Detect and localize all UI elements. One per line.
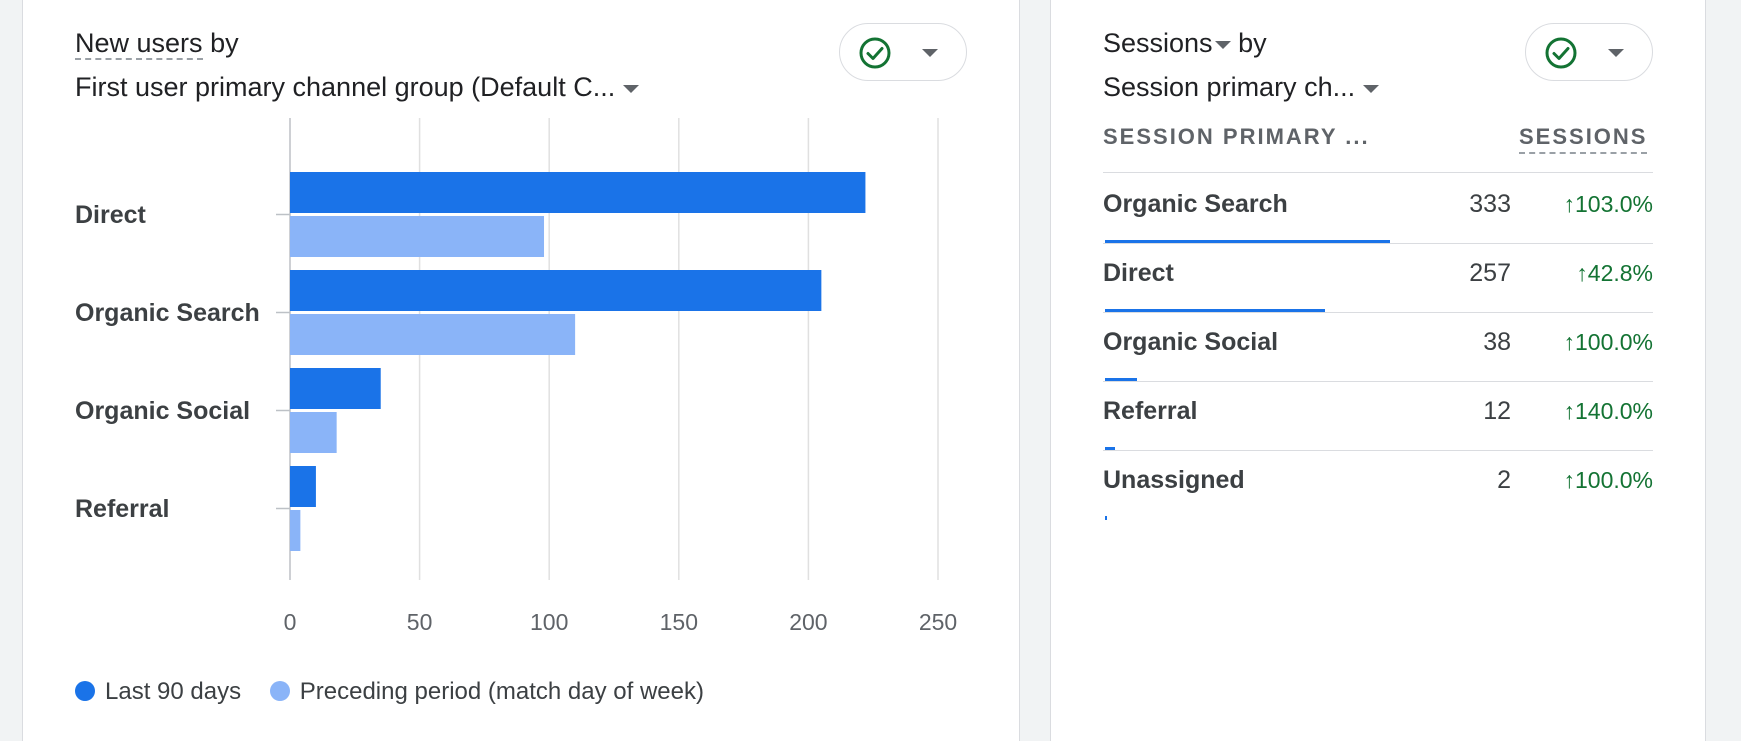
bar-chart: 0 50 100 150 200 250 Direct Organic Search Organ… bbox=[75, 118, 957, 635]
row-divider bbox=[1103, 450, 1653, 451]
table-divider bbox=[1103, 172, 1653, 173]
row-label: Referral bbox=[1103, 397, 1198, 425]
bar bbox=[290, 216, 545, 257]
legend-item-last-90-days: Last 90 days bbox=[75, 678, 248, 705]
title-by: by bbox=[210, 28, 239, 58]
bar bbox=[290, 172, 866, 213]
legend-label: Last 90 days bbox=[105, 678, 242, 705]
change-value: 140.0% bbox=[1574, 398, 1653, 424]
comparison-toggle-button[interactable] bbox=[1525, 23, 1653, 81]
legend-swatch bbox=[75, 681, 95, 701]
x-tick-label: 150 bbox=[660, 609, 698, 635]
row-change: ↑100.0% bbox=[1533, 467, 1653, 494]
bar bbox=[290, 510, 301, 551]
arrow-up-icon: ↑ bbox=[1563, 398, 1575, 424]
row-divider bbox=[1103, 381, 1653, 382]
comparison-toggle-button[interactable] bbox=[839, 23, 967, 81]
arrow-up-icon: ↑ bbox=[1563, 191, 1575, 217]
card-title: New users by bbox=[75, 26, 239, 60]
row-change: ↑140.0% bbox=[1533, 398, 1653, 425]
share-bar bbox=[1105, 516, 1107, 520]
row-divider bbox=[1103, 312, 1653, 313]
card-title: Sessions by bbox=[1103, 26, 1267, 60]
legend-item-preceding-period: Preceding period (match day of week) bbox=[269, 678, 704, 705]
column-header-dimension[interactable]: SESSION PRIMARY ... bbox=[1103, 124, 1370, 149]
bar bbox=[290, 466, 316, 507]
row-value: 38 bbox=[1483, 328, 1511, 356]
category-label: Organic Search bbox=[75, 299, 260, 327]
caret-down-icon bbox=[623, 84, 640, 93]
x-tick-label: 50 bbox=[407, 609, 433, 635]
title-by: by bbox=[1238, 28, 1267, 58]
row-label: Organic Social bbox=[1103, 328, 1279, 356]
legend-label: Preceding period (match day of week) bbox=[299, 678, 704, 705]
x-tick-label: 200 bbox=[789, 609, 827, 635]
share-bar bbox=[1105, 378, 1138, 382]
metric-selector[interactable]: New users bbox=[75, 28, 203, 60]
dimension-label: First user primary channel group (Defaul… bbox=[75, 72, 616, 102]
dimension-selector[interactable]: Session primary ch... bbox=[1103, 70, 1380, 104]
caret-down-icon bbox=[922, 49, 938, 57]
x-tick-label: 100 bbox=[530, 609, 568, 635]
caret-down-icon bbox=[1214, 40, 1231, 49]
bar bbox=[290, 368, 381, 409]
change-value: 100.0% bbox=[1574, 329, 1653, 355]
dimension-label: Session primary ch... bbox=[1103, 72, 1356, 102]
sessions-card: Sessions by Session primary ch... SESSIO… bbox=[1050, 0, 1706, 741]
legend-swatch bbox=[269, 681, 290, 701]
row-label: Organic Search bbox=[1103, 190, 1288, 218]
share-bar bbox=[1105, 447, 1116, 451]
row-value: 2 bbox=[1497, 466, 1511, 494]
row-divider bbox=[1103, 243, 1653, 244]
x-tick-label: 250 bbox=[919, 609, 957, 635]
dimension-selector[interactable]: First user primary channel group (Defaul… bbox=[75, 70, 640, 104]
category-label: Referral bbox=[75, 495, 170, 523]
x-tick-label: 0 bbox=[284, 609, 297, 635]
row-value: 257 bbox=[1469, 259, 1511, 287]
arrow-up-icon: ↑ bbox=[1576, 260, 1588, 286]
category-label: Direct bbox=[75, 201, 147, 229]
row-label: Unassigned bbox=[1103, 466, 1245, 494]
change-value: 42.8% bbox=[1587, 260, 1653, 286]
row-change: ↑100.0% bbox=[1533, 329, 1653, 356]
new-users-card: New users by First user primary channel … bbox=[22, 0, 1020, 741]
share-bar bbox=[1105, 240, 1390, 244]
metric-label: Sessions bbox=[1103, 28, 1213, 58]
arrow-up-icon: ↑ bbox=[1563, 467, 1575, 493]
bar bbox=[290, 314, 576, 355]
column-header-sessions[interactable]: SESSIONS bbox=[1519, 124, 1648, 154]
bar bbox=[290, 270, 822, 311]
row-value: 12 bbox=[1483, 397, 1511, 425]
caret-down-icon bbox=[1608, 49, 1624, 57]
arrow-up-icon: ↑ bbox=[1563, 329, 1575, 355]
row-change: ↑42.8% bbox=[1533, 260, 1653, 287]
change-value: 100.0% bbox=[1574, 467, 1653, 493]
metric-selector[interactable]: Sessions bbox=[1103, 28, 1231, 58]
row-label: Direct bbox=[1103, 259, 1174, 287]
row-value: 333 bbox=[1469, 190, 1511, 218]
check-circle-icon bbox=[1545, 37, 1577, 69]
chart-legend: Last 90 days Preceding period (match day… bbox=[75, 678, 726, 706]
change-value: 103.0% bbox=[1574, 191, 1653, 217]
bar bbox=[290, 412, 337, 453]
row-change: ↑103.0% bbox=[1533, 191, 1653, 218]
caret-down-icon bbox=[1363, 84, 1380, 93]
check-circle-icon bbox=[859, 37, 891, 69]
share-bar bbox=[1105, 309, 1326, 313]
category-label: Organic Social bbox=[75, 397, 250, 425]
